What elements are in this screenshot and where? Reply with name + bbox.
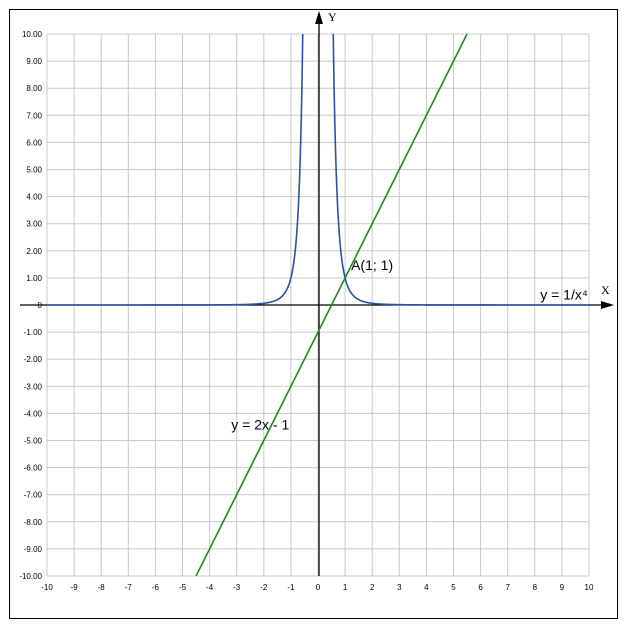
x-tick-label: 2 [370, 583, 375, 592]
y-tick-label: -10.00 [19, 572, 42, 581]
y-axis-arrow [315, 11, 323, 24]
x-tick-label: -10 [41, 583, 53, 592]
series-layer [47, 33, 589, 577]
x-tick-label: 10 [585, 583, 594, 592]
y-tick-label: 5.00 [26, 166, 42, 175]
x-axis-arrow [601, 301, 614, 309]
y-tick-label: -8.00 [24, 518, 43, 527]
y-tick-label: 10.00 [22, 30, 43, 39]
outer-border [9, 9, 618, 619]
y-tick-label: -6.00 [24, 464, 43, 473]
tick-labels: -10 -9 -8 -7 -6 -5 -4 -3 -2 -1 0 1 2 3 4 5 6 7 8 9 1010.009.… [19, 30, 594, 592]
annotation-point-a: A(1; 1) [351, 257, 393, 273]
x-tick-label: 7 [505, 583, 510, 592]
y-tick-label: -9.00 [24, 545, 43, 554]
y-axis-label: Y [328, 10, 337, 24]
x-tick-label: 4 [424, 583, 429, 592]
y-tick-label: -1.00 [24, 328, 43, 337]
annotation-label-2x-minus-1: y = 2x - 1 [231, 417, 289, 433]
y-tick-label: 2.00 [26, 247, 42, 256]
x-tick-label: 5 [451, 583, 456, 592]
x-tick-label: 8 [533, 583, 538, 592]
annotation-label-reciprocal-x4: y = 1/x⁴ [540, 287, 588, 303]
series-line-2x-minus-1 [195, 33, 468, 577]
series-curve-reciprocal-x4 [47, 33, 304, 306]
y-tick-label: -5.00 [24, 437, 43, 446]
x-tick-label: 0 [316, 583, 321, 592]
x-tick-label: -8 [98, 583, 106, 592]
x-tick-label: -4 [206, 583, 214, 592]
x-tick-label: -6 [152, 583, 160, 592]
y-tick-label: 1.00 [26, 274, 42, 283]
x-tick-label: -3 [233, 583, 241, 592]
y-tick-label: -4.00 [24, 409, 43, 418]
y-tick-label: 8.00 [26, 84, 42, 93]
y-tick-label: 6.00 [26, 138, 42, 147]
x-tick-label: 9 [560, 583, 565, 592]
x-tick-label: -2 [260, 583, 268, 592]
x-tick-label: -7 [125, 583, 133, 592]
x-axis-label: X [601, 283, 610, 297]
y-tick-label: -3.00 [24, 382, 43, 391]
y-tick-label: 9.00 [26, 57, 42, 66]
x-tick-label: -5 [179, 583, 187, 592]
y-tick-label: 4.00 [26, 193, 42, 202]
y-tick-label: -7.00 [24, 491, 43, 500]
y-tick-label: -2.00 [24, 355, 43, 364]
x-tick-label: -1 [287, 583, 295, 592]
series-curve-reciprocal-x4-right [332, 33, 589, 306]
annotations: A(1; 1) y = 1/x⁴ y = 2x - 1 [231, 257, 588, 433]
x-tick-label: 3 [397, 583, 402, 592]
x-tick-label: -9 [71, 583, 79, 592]
x-tick-label: 6 [478, 583, 483, 592]
y-tick-label: 3.00 [26, 220, 42, 229]
y-tick-label: 7.00 [26, 111, 42, 120]
x-tick-label: 1 [343, 583, 348, 592]
